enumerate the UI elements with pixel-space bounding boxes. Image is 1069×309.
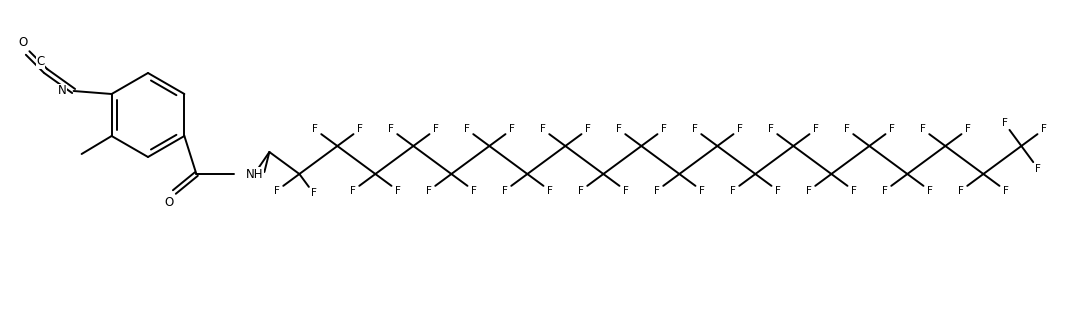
Text: F: F: [425, 186, 432, 196]
Text: F: F: [889, 125, 895, 134]
Text: F: F: [699, 186, 704, 196]
Text: F: F: [775, 186, 780, 196]
Text: NH: NH: [246, 167, 264, 180]
Text: F: F: [471, 186, 477, 196]
Text: F: F: [661, 125, 667, 134]
Text: F: F: [814, 125, 819, 134]
Text: F: F: [882, 186, 887, 196]
Text: F: F: [851, 186, 857, 196]
Text: F: F: [311, 188, 316, 198]
Text: C: C: [36, 55, 45, 68]
Text: O: O: [165, 196, 174, 209]
Text: F: F: [1003, 186, 1009, 196]
Text: F: F: [433, 125, 439, 134]
Text: F: F: [312, 125, 317, 134]
Text: F: F: [692, 125, 698, 134]
Text: O: O: [18, 36, 27, 49]
Text: F: F: [623, 186, 629, 196]
Text: F: F: [965, 125, 971, 134]
Text: F: F: [843, 125, 850, 134]
Text: N: N: [58, 84, 66, 98]
Text: F: F: [958, 186, 964, 196]
Text: F: F: [768, 125, 774, 134]
Text: F: F: [274, 186, 280, 196]
Text: F: F: [509, 125, 515, 134]
Text: F: F: [350, 186, 356, 196]
Text: F: F: [1035, 163, 1041, 174]
Text: F: F: [616, 125, 622, 134]
Text: F: F: [357, 125, 362, 134]
Text: F: F: [1002, 118, 1008, 129]
Text: F: F: [578, 186, 584, 196]
Text: F: F: [464, 125, 469, 134]
Text: F: F: [1041, 125, 1047, 134]
Text: F: F: [927, 186, 933, 196]
Text: F: F: [585, 125, 591, 134]
Text: F: F: [540, 125, 546, 134]
Text: F: F: [730, 186, 735, 196]
Text: F: F: [654, 186, 660, 196]
Text: F: F: [737, 125, 743, 134]
Text: F: F: [388, 125, 393, 134]
Text: F: F: [547, 186, 553, 196]
Text: F: F: [394, 186, 401, 196]
Text: F: F: [806, 186, 811, 196]
Text: F: F: [920, 125, 926, 134]
Text: F: F: [501, 186, 508, 196]
